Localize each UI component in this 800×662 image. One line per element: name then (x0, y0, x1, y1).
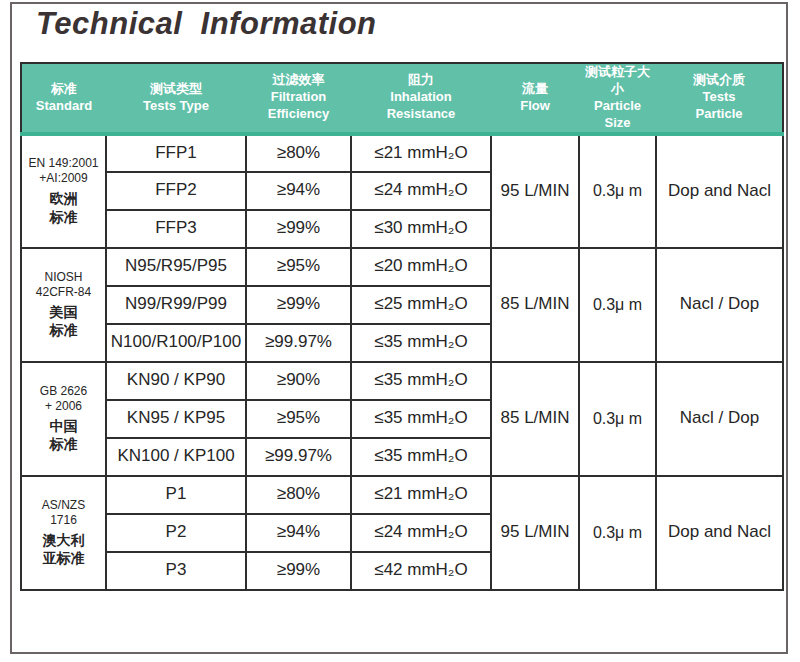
tests-type-cell: N95/R95/P95 (106, 248, 246, 286)
filtration-efficiency-cell: ≥99% (246, 552, 351, 590)
flow-cell: 95 L/MIN (491, 134, 579, 248)
standard-code: GB 2626 + 2006 (24, 384, 103, 414)
flow-cell: 95 L/MIN (491, 476, 579, 590)
table-row: EN 149:2001 +AI:2009欧洲 标准FFP1≥80%≤21 mmH… (21, 134, 783, 172)
standard-code: EN 149:2001 +AI:2009 (24, 156, 103, 186)
standard-name: 中国 标准 (24, 417, 103, 453)
tests-type-cell: FFP2 (106, 172, 246, 210)
filtration-efficiency-cell: ≥99% (246, 210, 351, 248)
table-row: NIOSH 42CFR-84美国 标准N95/R95/P95≥95%≤20 mm… (21, 248, 783, 286)
tests-type-cell: KN90 / KP90 (106, 362, 246, 400)
tests-type-cell: N99/R99/P99 (106, 286, 246, 324)
tests-type-cell: KN95 / KP95 (106, 400, 246, 438)
column-header-particle-size: 测试粒子大小 Particle Size (579, 63, 656, 134)
filtration-efficiency-cell: ≥95% (246, 248, 351, 286)
table-row: GB 2626 + 2006中国 标准KN90 / KP90≥90%≤35 mm… (21, 362, 783, 400)
inhalation-resistance-cell: ≤24 mmH₂O (351, 514, 491, 552)
standard-name: 澳大利 亚标准 (24, 531, 103, 567)
table-body: EN 149:2001 +AI:2009欧洲 标准FFP1≥80%≤21 mmH… (21, 134, 783, 590)
column-header-standard: 标准 Standard (21, 63, 106, 134)
column-header-tests-type: 测试类型 Tests Type (106, 63, 246, 134)
filtration-efficiency-cell: ≥99% (246, 286, 351, 324)
standard-name: 欧洲 标准 (24, 189, 103, 225)
tests-particle-cell: Dop and Nacl (656, 476, 783, 590)
inhalation-resistance-cell: ≤25 mmH₂O (351, 286, 491, 324)
flow-cell: 85 L/MIN (491, 248, 579, 362)
tests-particle-cell: Nacl / Dop (656, 362, 783, 476)
inhalation-resistance-cell: ≤35 mmH₂O (351, 438, 491, 476)
filtration-efficiency-cell: ≥90% (246, 362, 351, 400)
standard-cell: GB 2626 + 2006中国 标准 (21, 362, 106, 476)
tests-particle-cell: Dop and Nacl (656, 134, 783, 248)
tests-type-cell: P1 (106, 476, 246, 514)
technical-information-table: 标准 Standard 测试类型 Tests Type 过滤效率 Filtrat… (20, 62, 784, 591)
column-header-tests-particle: 测试介质 Tests Particle (656, 63, 783, 134)
standard-cell: EN 149:2001 +AI:2009欧洲 标准 (21, 134, 106, 248)
inhalation-resistance-cell: ≤35 mmH₂O (351, 324, 491, 362)
flow-cell: 85 L/MIN (491, 362, 579, 476)
filtration-efficiency-cell: ≥99.97% (246, 438, 351, 476)
column-header-inhalation-resistance: 阻力 Inhalation Resistance (351, 63, 491, 134)
tests-type-cell: P3 (106, 552, 246, 590)
inhalation-resistance-cell: ≤21 mmH₂O (351, 134, 491, 172)
filtration-efficiency-cell: ≥94% (246, 514, 351, 552)
tests-type-cell: FFP1 (106, 134, 246, 172)
standard-name: 美国 标准 (24, 303, 103, 339)
filtration-efficiency-cell: ≥94% (246, 172, 351, 210)
standard-code: NIOSH 42CFR-84 (24, 270, 103, 300)
standard-code: AS/NZS 1716 (24, 498, 103, 528)
column-header-filtration-efficiency: 过滤效率 Filtration Efficiency (246, 63, 351, 134)
page-title: Technical Information (36, 6, 377, 42)
inhalation-resistance-cell: ≤20 mmH₂O (351, 248, 491, 286)
inhalation-resistance-cell: ≤30 mmH₂O (351, 210, 491, 248)
filtration-efficiency-cell: ≥80% (246, 134, 351, 172)
particle-size-cell: 0.3μ m (579, 362, 656, 476)
tests-type-cell: N100/R100/P100 (106, 324, 246, 362)
standard-cell: AS/NZS 1716澳大利 亚标准 (21, 476, 106, 590)
filtration-efficiency-cell: ≥99.97% (246, 324, 351, 362)
column-header-flow: 流量 Flow (491, 63, 579, 134)
filtration-efficiency-cell: ≥80% (246, 476, 351, 514)
inhalation-resistance-cell: ≤35 mmH₂O (351, 400, 491, 438)
standard-cell: NIOSH 42CFR-84美国 标准 (21, 248, 106, 362)
particle-size-cell: 0.3μ m (579, 134, 656, 248)
inhalation-resistance-cell: ≤21 mmH₂O (351, 476, 491, 514)
tests-type-cell: FFP3 (106, 210, 246, 248)
tests-type-cell: P2 (106, 514, 246, 552)
inhalation-resistance-cell: ≤24 mmH₂O (351, 172, 491, 210)
inhalation-resistance-cell: ≤42 mmH₂O (351, 552, 491, 590)
inhalation-resistance-cell: ≤35 mmH₂O (351, 362, 491, 400)
filtration-efficiency-cell: ≥95% (246, 400, 351, 438)
tests-particle-cell: Nacl / Dop (656, 248, 783, 362)
table-header-row: 标准 Standard 测试类型 Tests Type 过滤效率 Filtrat… (21, 63, 783, 134)
particle-size-cell: 0.3μ m (579, 476, 656, 590)
table-row: AS/NZS 1716澳大利 亚标准P1≥80%≤21 mmH₂O95 L/MI… (21, 476, 783, 514)
particle-size-cell: 0.3μ m (579, 248, 656, 362)
tests-type-cell: KN100 / KP100 (106, 438, 246, 476)
